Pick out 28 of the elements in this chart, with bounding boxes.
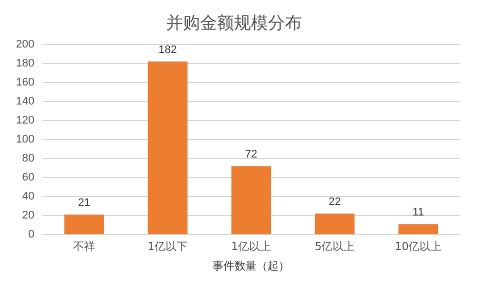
x-tick-label: 5亿以上 [314, 240, 355, 254]
y-tick-label: 120 [16, 114, 34, 127]
x-tick-label: 10亿以上 [394, 240, 442, 254]
bar [398, 224, 438, 234]
bar [148, 62, 188, 234]
data-label: 22 [328, 196, 341, 208]
x-tick-label: 不祥 [73, 240, 96, 254]
data-label: 72 [245, 148, 258, 161]
y-tick-label: 20 [22, 210, 34, 222]
bar [64, 214, 104, 234]
y-tick-label: 160 [16, 76, 34, 88]
y-tick-label: 0 [28, 228, 34, 241]
y-tick-label: 80 [22, 152, 34, 165]
x-axis-title: 事件数量（起） [212, 259, 290, 272]
y-tick-label: 100 [16, 134, 34, 146]
chart-title: 并购金额规模分布 [166, 14, 302, 34]
x-tick-label: 1亿以上 [231, 240, 272, 254]
data-label: 11 [412, 206, 424, 219]
bar [314, 214, 355, 234]
y-tick-label: 40 [22, 190, 34, 203]
data-label: 21 [78, 197, 90, 210]
y-tick-label: 180 [16, 57, 34, 70]
y-tick-label: 200 [16, 38, 34, 50]
data-label: 182 [158, 44, 177, 56]
x-tick-label: 1亿以下 [148, 240, 188, 254]
bar [231, 166, 272, 234]
y-tick-label: 140 [16, 95, 34, 108]
y-tick-label: 60 [22, 172, 34, 184]
